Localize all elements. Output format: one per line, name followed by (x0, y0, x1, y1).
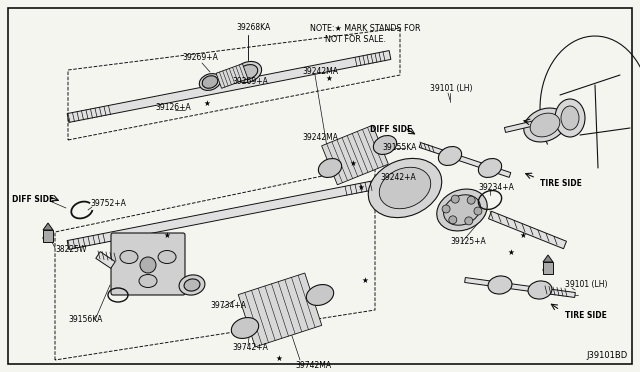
Polygon shape (543, 255, 553, 262)
Ellipse shape (373, 135, 397, 154)
Circle shape (140, 257, 156, 273)
Circle shape (467, 196, 475, 204)
Text: DIFF SIDE: DIFF SIDE (12, 196, 54, 205)
Circle shape (449, 216, 457, 224)
Ellipse shape (318, 158, 342, 177)
Text: 39242+A: 39242+A (380, 173, 416, 183)
FancyBboxPatch shape (111, 233, 185, 295)
Text: J39101BD: J39101BD (587, 351, 628, 360)
Text: TIRE SIDE: TIRE SIDE (565, 311, 607, 320)
Text: 39234+A: 39234+A (478, 183, 514, 192)
Ellipse shape (179, 275, 205, 295)
Ellipse shape (184, 279, 200, 291)
Ellipse shape (238, 65, 258, 79)
Polygon shape (238, 273, 322, 347)
Text: ★: ★ (350, 158, 357, 167)
Ellipse shape (380, 167, 431, 209)
Circle shape (442, 205, 450, 213)
Text: 39125+A: 39125+A (450, 237, 486, 247)
Text: NOT FOR SALE.: NOT FOR SALE. (310, 35, 386, 45)
Text: 39101 (LH): 39101 (LH) (430, 83, 472, 93)
Ellipse shape (561, 106, 579, 130)
Text: ★: ★ (275, 353, 282, 362)
Text: ★: ★ (358, 183, 365, 192)
Text: 39242MA: 39242MA (302, 134, 338, 142)
Text: ★: ★ (203, 99, 210, 108)
Polygon shape (488, 211, 566, 249)
Text: 39742MA: 39742MA (295, 360, 331, 369)
Text: ★: ★ (362, 276, 369, 285)
Ellipse shape (436, 189, 487, 231)
Polygon shape (465, 278, 575, 298)
Polygon shape (96, 252, 115, 268)
Ellipse shape (120, 250, 138, 263)
Circle shape (451, 195, 460, 203)
Polygon shape (504, 118, 548, 132)
Ellipse shape (528, 281, 552, 299)
Text: 39752+A: 39752+A (90, 199, 126, 208)
Ellipse shape (231, 318, 259, 339)
Ellipse shape (43, 235, 53, 241)
Ellipse shape (524, 108, 566, 142)
Ellipse shape (307, 285, 333, 305)
Circle shape (474, 207, 482, 215)
Polygon shape (67, 51, 391, 122)
Text: ★: ★ (325, 74, 332, 83)
Ellipse shape (158, 250, 176, 263)
Ellipse shape (555, 99, 585, 137)
Ellipse shape (438, 147, 461, 166)
Ellipse shape (202, 76, 218, 88)
Text: DIFF SIDE: DIFF SIDE (370, 125, 412, 135)
Text: 39126+A: 39126+A (155, 103, 191, 112)
Text: 39242MA: 39242MA (302, 67, 338, 77)
Text: ★: ★ (520, 231, 527, 240)
Text: 39268KA: 39268KA (236, 23, 270, 32)
Text: 39742+A: 39742+A (232, 343, 268, 353)
Ellipse shape (478, 158, 502, 177)
Text: 39156KA: 39156KA (68, 315, 102, 324)
Polygon shape (216, 64, 248, 88)
Text: 39269+A: 39269+A (232, 77, 268, 87)
Ellipse shape (444, 195, 481, 225)
Polygon shape (43, 223, 53, 230)
Ellipse shape (488, 276, 512, 294)
Ellipse shape (530, 113, 560, 137)
Ellipse shape (543, 267, 553, 273)
Polygon shape (322, 125, 388, 185)
Text: NOTE:★ MARK STANDS FOR: NOTE:★ MARK STANDS FOR (310, 23, 420, 32)
Text: ★: ★ (508, 247, 515, 257)
Bar (43, 230, 53, 242)
Text: 39734+A: 39734+A (210, 301, 246, 310)
Bar (543, 262, 553, 274)
Circle shape (465, 217, 473, 225)
Polygon shape (67, 180, 376, 249)
Text: 39155KA: 39155KA (382, 144, 417, 153)
Ellipse shape (234, 61, 262, 83)
Text: 39101 (LH): 39101 (LH) (565, 280, 607, 289)
Ellipse shape (139, 275, 157, 288)
Text: TIRE SIDE: TIRE SIDE (540, 179, 582, 187)
Text: ★: ★ (163, 231, 170, 240)
Ellipse shape (199, 74, 221, 90)
Polygon shape (419, 142, 511, 177)
Text: 38225W: 38225W (55, 246, 86, 254)
Ellipse shape (368, 158, 442, 218)
Text: 39269+A: 39269+A (182, 54, 218, 62)
